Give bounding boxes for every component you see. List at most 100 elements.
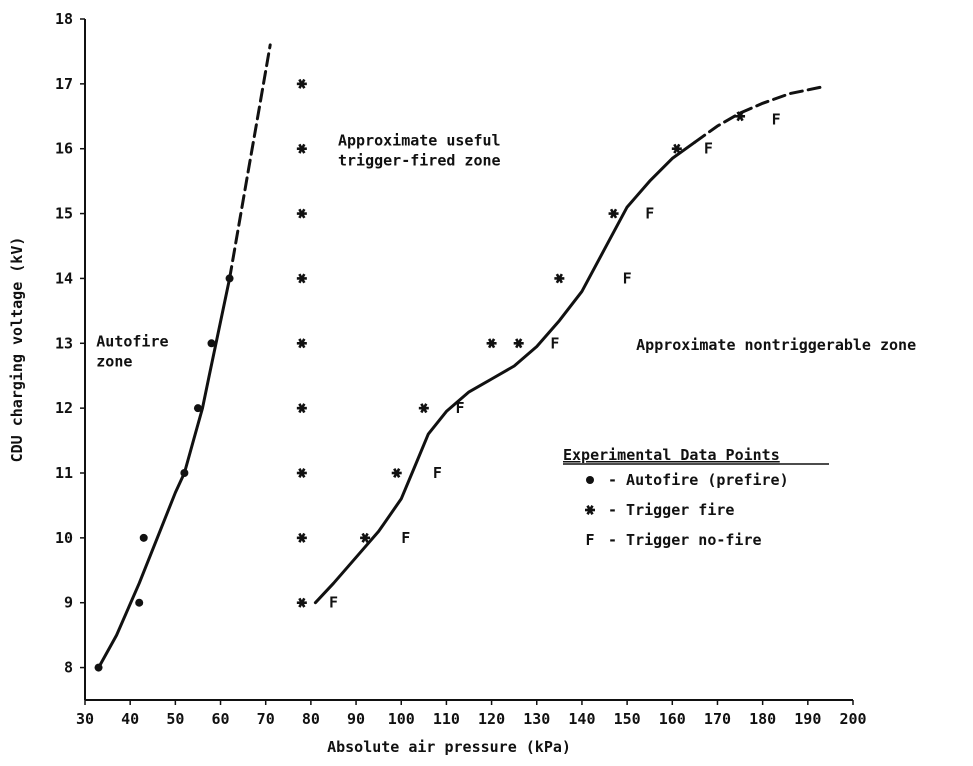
trigger-no-fire-point: F — [433, 464, 442, 482]
trigger-fire-point — [391, 468, 402, 478]
star-core — [556, 276, 562, 281]
trigger-no-fire-point: F — [401, 529, 410, 547]
autofire-point — [180, 469, 189, 477]
star-core — [299, 81, 305, 87]
trigger-fire-point — [513, 338, 524, 349]
star-core — [299, 211, 305, 216]
star-core — [299, 276, 305, 281]
star-core — [299, 340, 305, 346]
star-core — [299, 600, 305, 606]
zone-annotation: Approximate useful — [338, 131, 501, 149]
y-tick-label: 12 — [55, 399, 73, 417]
legend-entry-label: - Trigger no-fire — [608, 531, 762, 549]
x-tick-label: 50 — [166, 710, 184, 728]
star-core — [421, 405, 427, 411]
y-tick-label: 14 — [55, 269, 73, 287]
zone-annotation: Approximate nontriggerable zone — [636, 336, 916, 354]
star-core — [587, 507, 593, 513]
boundary-curve-dashed — [693, 85, 823, 144]
x-tick-label: 90 — [347, 710, 365, 728]
trigger-no-fire-point: F — [623, 269, 632, 287]
boundary-curve-solid — [313, 140, 697, 605]
autofire-point — [139, 533, 148, 542]
y-tick-label: 16 — [55, 140, 73, 158]
x-tick-label: 160 — [659, 710, 686, 728]
x-tick-label: 200 — [839, 710, 866, 728]
boundary-curve-dashed — [228, 43, 272, 280]
x-tick-label: 80 — [302, 710, 320, 728]
trigger-fire-point — [296, 208, 307, 219]
autofire-point — [94, 663, 103, 672]
y-tick-label: 10 — [55, 529, 73, 547]
x-tick-label: 40 — [121, 710, 139, 728]
trigger-fire-point — [418, 403, 429, 414]
x-tick-label: 150 — [614, 710, 641, 728]
x-tick-label: 60 — [211, 710, 229, 728]
zone-annotations: Autofire zone Approximate useful trigger-fi… — [96, 131, 916, 370]
x-tick-label: 120 — [478, 710, 505, 728]
legend-star-symbol — [585, 505, 595, 515]
y-tick-label: 8 — [64, 659, 73, 677]
legend-dot-symbol — [586, 476, 594, 484]
star-core — [737, 113, 743, 119]
x-tick-label: 190 — [794, 710, 821, 728]
x-tick-label: 70 — [257, 710, 275, 728]
autofire-point — [135, 598, 144, 607]
data-points: F F F F F F F F F — [94, 78, 781, 672]
trigger-fire-point — [554, 273, 565, 284]
legend-F-symbol: F — [585, 531, 594, 549]
x-axis-title: Absolute air pressure (kPa) — [327, 738, 571, 756]
x-tick-label: 130 — [523, 710, 550, 728]
legend-title: Experimental Data Points — [563, 446, 780, 464]
trigger-fire-point — [671, 143, 682, 154]
y-tick-label: 18 — [55, 10, 73, 28]
trigger-no-fire-point: F — [550, 334, 559, 352]
trigger-fire-point — [296, 403, 307, 414]
star-core — [299, 146, 305, 152]
zone-annotation: Autofire — [96, 333, 168, 351]
zone-annotation: zone — [96, 353, 132, 371]
y-tick-label: 13 — [55, 334, 73, 352]
x-tick-label: 170 — [704, 710, 731, 728]
trigger-no-fire-point: F — [772, 111, 781, 129]
y-tick-label: 11 — [55, 464, 73, 482]
y-tick-label: 15 — [55, 205, 73, 223]
autofire-point — [225, 274, 234, 283]
x-tick-label: 100 — [388, 710, 415, 728]
autofire-point — [193, 404, 202, 413]
x-tick-label: 180 — [749, 710, 776, 728]
trigger-fire-point — [296, 468, 307, 478]
legend-entry-label: - Trigger fire — [608, 501, 734, 519]
y-tick-label: 9 — [64, 594, 73, 612]
star-core — [299, 535, 305, 541]
axes: 30 40 50 60 70 80 90 100 110 120 130 140 150 160 170 18… — [8, 10, 867, 756]
trigger-no-fire-point: F — [645, 205, 654, 223]
autofire-point — [207, 339, 216, 348]
star-core — [362, 535, 368, 541]
star-core — [489, 340, 494, 346]
trigger-no-fire-point: F — [329, 594, 338, 612]
y-tick-label: 17 — [55, 75, 73, 93]
x-tick-label: 30 — [76, 710, 94, 728]
star-core — [611, 211, 616, 216]
trigger-fire-point — [486, 338, 497, 349]
star-core — [299, 405, 305, 411]
legend: Experimental Data Points - Autofire (pref… — [563, 446, 829, 549]
legend-entry-label: - Autofire (prefire) — [608, 471, 789, 489]
trigger-fire-point — [608, 208, 619, 219]
trigger-fire-point — [735, 111, 746, 122]
star-core — [394, 470, 400, 476]
trigger-fire-point — [296, 532, 307, 543]
y-axis-title: CDU charging voltage (kV) — [8, 237, 26, 463]
x-tick-label: 140 — [568, 710, 595, 728]
zone-annotation: trigger-fired zone — [338, 151, 501, 169]
trigger-fire-point — [296, 338, 307, 349]
trigger-fire-point — [296, 78, 307, 89]
star-core — [516, 340, 522, 346]
trigger-fire-point — [360, 532, 371, 543]
trigger-no-fire-point: F — [704, 140, 713, 158]
trigger-fire-point — [296, 597, 307, 608]
star-core — [674, 146, 680, 152]
trigger-fire-point — [296, 143, 307, 154]
